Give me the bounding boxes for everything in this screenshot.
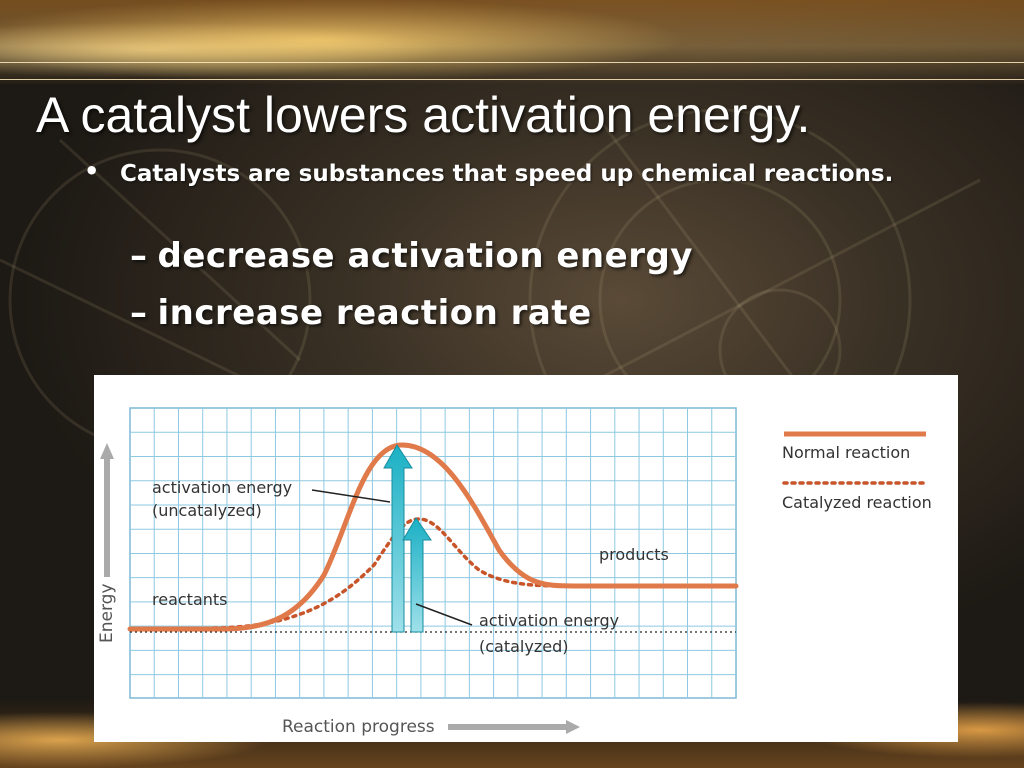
energy-diagram: activation energy (uncatalyzed) reactant… [97,407,932,737]
x-axis-label: Reaction progress [282,717,435,737]
uncatalyzed-leader-line [311,489,391,503]
label-products: products [599,545,669,564]
label-activation-catalyzed: activation energy [479,611,619,630]
sub-bullet-dash: – [130,293,148,333]
bullet-text: Catalysts are substances that speed up c… [120,161,894,187]
sub-bullet-increase: – increase reaction rate [130,293,592,333]
catalyzed-reaction-curve [212,517,738,630]
y-axis-arrow-head [100,443,114,459]
sub-bullet-text: decrease activation energy [157,236,693,276]
uncatalyzed-activation-arrow [383,444,413,633]
top-rule-line [0,79,1024,80]
label-activation-uncatalyzed: activation energy [152,478,292,497]
catalyzed-activation-arrow [402,517,432,633]
x-axis-arrow-shaft [448,724,568,730]
top-rule-line [0,62,1024,63]
top-decor-band [0,0,1024,84]
sub-bullet-dash: – [130,236,148,276]
bullet-marker: • [84,157,100,185]
legend-normal-label: Normal reaction [782,443,910,462]
legend-catalyzed-label: Catalyzed reaction [782,493,932,512]
normal-reaction-curve [127,442,739,632]
slide-title: A catalyst lowers activation energy. [36,87,811,143]
sub-bullet-text: increase reaction rate [157,293,592,333]
y-axis-arrow-shaft [104,457,110,577]
catalyzed-leader-line [415,603,473,626]
y-axis-label: Energy [97,583,117,643]
label-activation-uncatalyzed: (uncatalyzed) [152,501,262,520]
energy-diagram-panel: activation energy (uncatalyzed) reactant… [94,375,958,742]
x-axis-arrow-head [566,720,580,734]
sub-bullet-decrease: – decrease activation energy [130,236,693,276]
label-activation-catalyzed: (catalyzed) [479,637,568,656]
label-reactants: reactants [152,590,228,609]
